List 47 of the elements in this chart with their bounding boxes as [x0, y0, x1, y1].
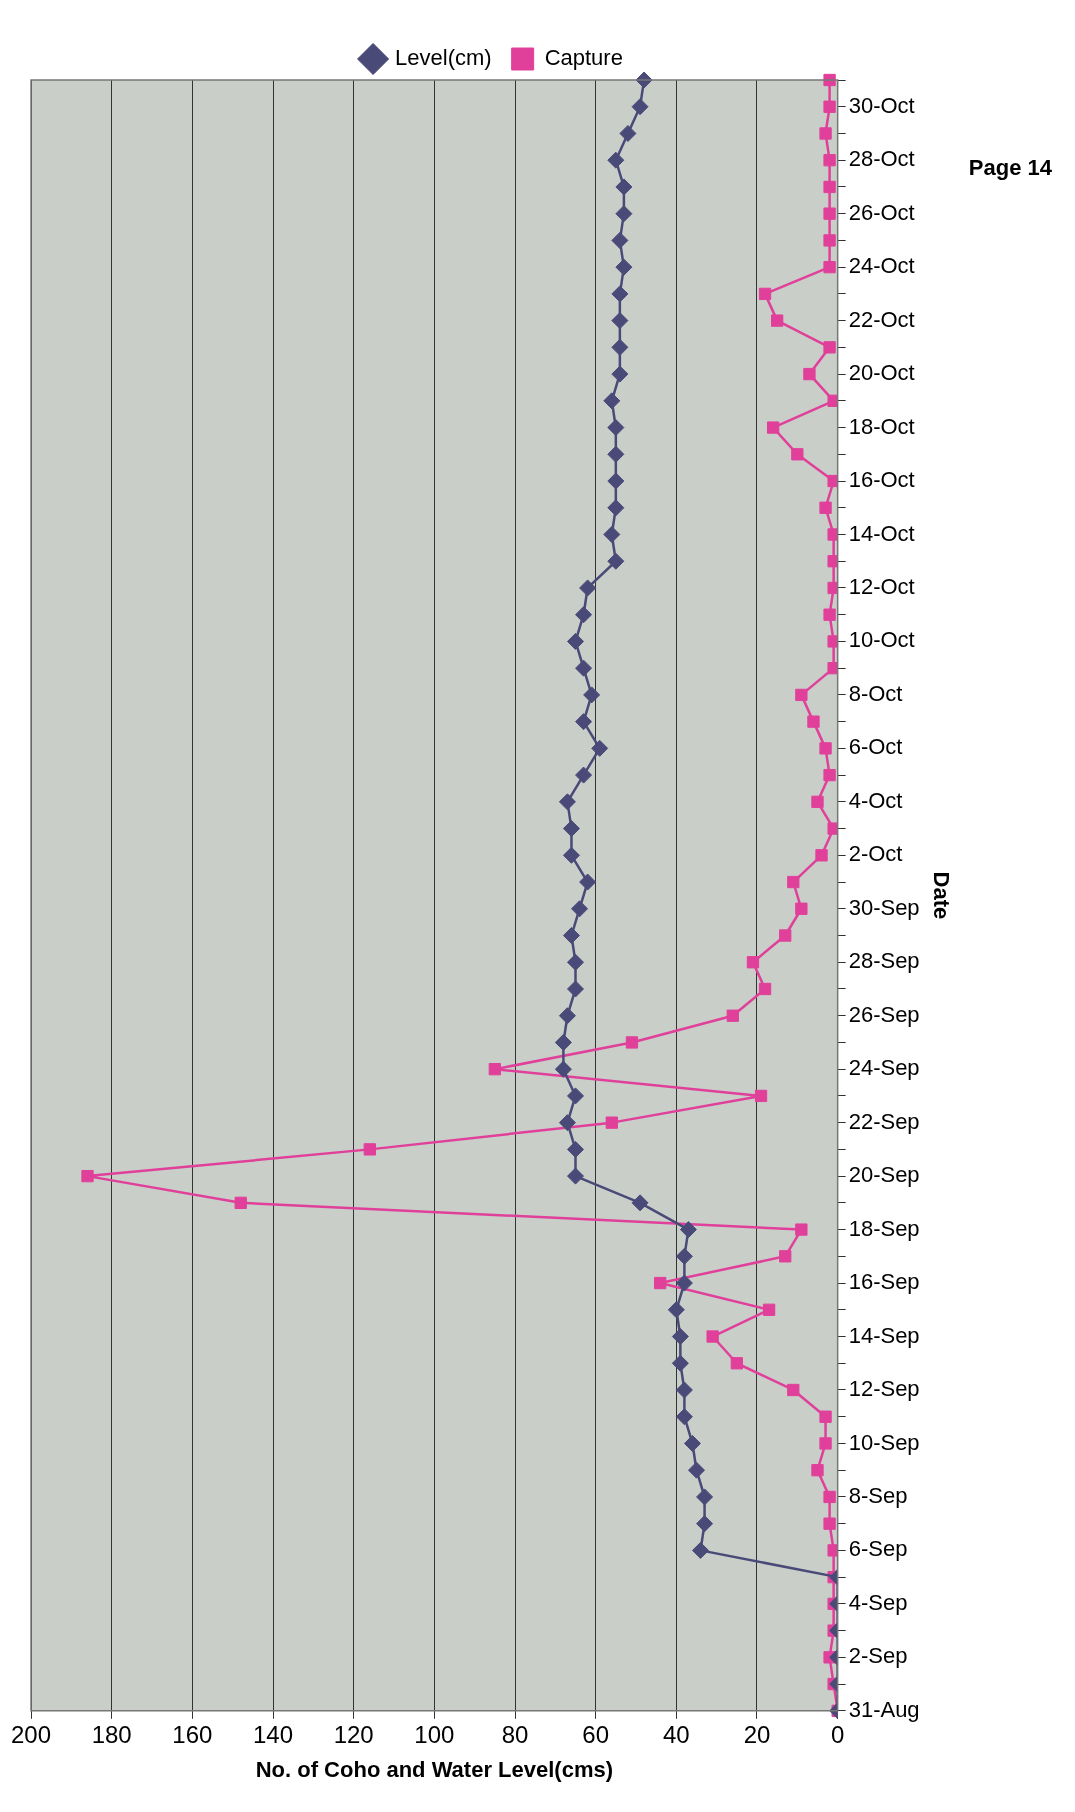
y-tick-label: 22-Sep	[848, 1108, 920, 1134]
legend-label: Capture	[544, 45, 623, 71]
y-tick-label: 4-Oct	[848, 787, 903, 813]
text: Page 14	[968, 155, 1053, 181]
y-tick-label: 24-Oct	[848, 253, 915, 279]
y-tick-label: 8-Sep	[848, 1482, 908, 1508]
x-tick-label: 40	[662, 1720, 690, 1748]
y-tick-label: 26-Sep	[848, 1001, 920, 1027]
y-tick-label: 14-Oct	[848, 520, 915, 546]
x-tick-label: 160	[172, 1720, 213, 1748]
y-tick-label: 30-Oct	[848, 92, 915, 118]
x-tick-label: 100	[414, 1720, 455, 1748]
y-tick-label: 10-Oct	[848, 627, 915, 653]
y-tick-label: 12-Sep	[848, 1376, 920, 1402]
y-tick-label: 20-Oct	[848, 360, 915, 386]
x-tick-label: 0	[830, 1720, 845, 1748]
x-tick-label: 180	[91, 1720, 132, 1748]
y-tick-label: 18-Oct	[848, 413, 915, 439]
y-tick-label: 24-Sep	[848, 1055, 920, 1081]
y-tick-label: 30-Sep	[848, 894, 920, 920]
y-tick-label: 16-Oct	[848, 467, 915, 493]
x-tick-label: 120	[333, 1720, 374, 1748]
y-tick-label: 12-Oct	[848, 574, 915, 600]
y-tick-label: 8-Oct	[848, 680, 903, 706]
y-tick-label: 2-Oct	[848, 841, 903, 867]
y-tick-label: 16-Sep	[848, 1269, 920, 1295]
legend-label: Level(cm)	[395, 45, 492, 71]
y-tick-label: 18-Sep	[848, 1215, 920, 1241]
y-tick-label: 2-Sep	[848, 1643, 908, 1669]
x-tick-label: 200	[11, 1720, 52, 1748]
y-tick-label: 28-Sep	[848, 948, 920, 974]
x-axis-title: No. of Coho and Water Level(cms)	[255, 1756, 613, 1782]
y-tick-label: 6-Sep	[848, 1536, 908, 1562]
y-tick-label: 6-Oct	[848, 734, 903, 760]
y-axis-title: Date	[928, 871, 954, 920]
y-tick-label: 20-Sep	[848, 1162, 920, 1188]
x-tick-label: 20	[743, 1720, 771, 1748]
x-tick-label: 140	[252, 1720, 294, 1748]
x-tick-label: 60	[582, 1720, 610, 1748]
y-tick-label: 4-Sep	[848, 1589, 908, 1615]
y-tick-label: 26-Oct	[848, 199, 915, 225]
y-tick-label: 22-Oct	[848, 306, 915, 332]
y-tick-label: 28-Oct	[848, 146, 915, 172]
y-tick-label: 10-Sep	[848, 1429, 920, 1455]
x-tick-label: 80	[501, 1720, 529, 1748]
y-tick-label: 31-Aug	[848, 1696, 920, 1722]
y-tick-label: 14-Sep	[848, 1322, 920, 1348]
